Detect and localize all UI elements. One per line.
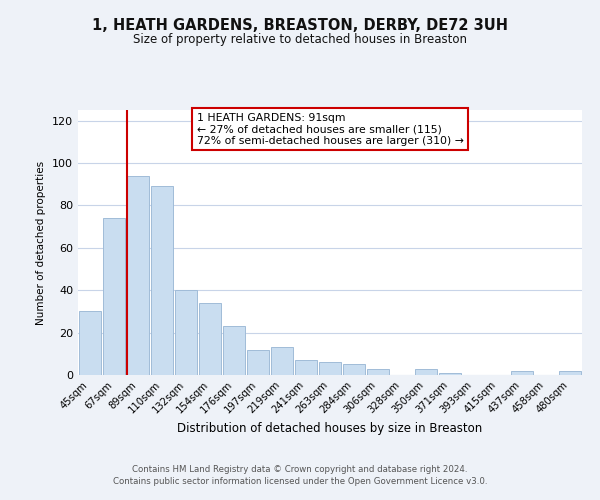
Bar <box>79 312 101 375</box>
Bar <box>559 371 581 375</box>
Bar <box>343 364 365 375</box>
Text: Contains public sector information licensed under the Open Government Licence v3: Contains public sector information licen… <box>113 477 487 486</box>
Bar <box>415 368 437 375</box>
Bar <box>511 371 533 375</box>
Bar <box>271 348 293 375</box>
Bar <box>367 368 389 375</box>
Bar <box>247 350 269 375</box>
Bar <box>127 176 149 375</box>
Text: Contains HM Land Registry data © Crown copyright and database right 2024.: Contains HM Land Registry data © Crown c… <box>132 466 468 474</box>
Bar <box>175 290 197 375</box>
X-axis label: Distribution of detached houses by size in Breaston: Distribution of detached houses by size … <box>178 422 482 436</box>
Text: Size of property relative to detached houses in Breaston: Size of property relative to detached ho… <box>133 32 467 46</box>
Bar <box>319 362 341 375</box>
Text: 1 HEATH GARDENS: 91sqm
← 27% of detached houses are smaller (115)
72% of semi-de: 1 HEATH GARDENS: 91sqm ← 27% of detached… <box>197 112 463 146</box>
Y-axis label: Number of detached properties: Number of detached properties <box>37 160 46 324</box>
Bar <box>199 303 221 375</box>
Bar <box>151 186 173 375</box>
Text: 1, HEATH GARDENS, BREASTON, DERBY, DE72 3UH: 1, HEATH GARDENS, BREASTON, DERBY, DE72 … <box>92 18 508 32</box>
Bar <box>223 326 245 375</box>
Bar <box>103 218 125 375</box>
Bar <box>439 373 461 375</box>
Bar <box>295 360 317 375</box>
